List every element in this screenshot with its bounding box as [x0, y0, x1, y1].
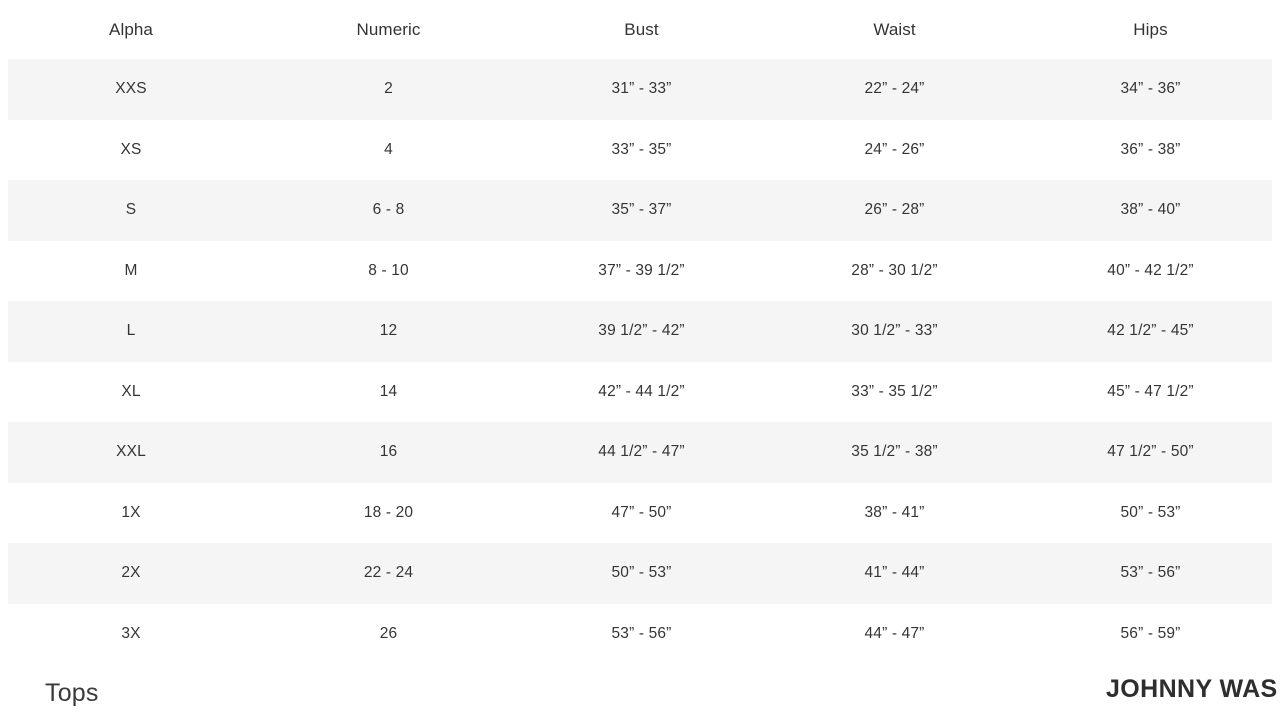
table-header-row: Alpha Numeric Bust Waist Hips: [0, 0, 1280, 59]
cell-hips: 42 1/2” - 45”: [1021, 301, 1280, 362]
column-header-waist: Waist: [768, 0, 1021, 59]
table-row: 3X 26 53” - 56” 44” - 47” 56” - 59”: [0, 604, 1280, 665]
cell-bust: 47” - 50”: [611, 503, 672, 521]
column-header-bust: Bust: [515, 0, 768, 59]
cell-hips: 36” - 38”: [1120, 140, 1181, 158]
size-chart-table: Alpha Numeric Bust Waist Hips XXS 2 31” - 33” 2…: [0, 0, 1280, 664]
table-row: 2X 22 - 24 50” - 53” 41” - 44” 53” - 56”: [0, 543, 1280, 604]
column-header-hips: Hips: [1021, 0, 1280, 59]
cell-hips: 50” - 53”: [1120, 503, 1181, 521]
table-row: XL 14 42” - 44 1/2” 33” - 35 1/2” 45” - 47 1…: [0, 362, 1280, 423]
cell-alpha: M: [124, 261, 138, 279]
cell-waist: 33” - 35 1/2”: [851, 382, 938, 400]
cell-waist: 22” - 24”: [768, 59, 1021, 120]
cell-bust: 50” - 53”: [515, 543, 768, 604]
cell-hips: 56” - 59”: [1120, 624, 1181, 642]
brand-wordmark: JOHNNY WAS: [1106, 675, 1278, 703]
cell-numeric: 8 - 10: [368, 261, 409, 279]
cell-numeric: 4: [384, 140, 393, 158]
cell-numeric: 26: [379, 624, 398, 642]
table-body: XXS 2 31” - 33” 22” - 24” 34” - 36” XS 4 33” - …: [0, 59, 1280, 664]
table-row: XXS 2 31” - 33” 22” - 24” 34” - 36”: [0, 59, 1280, 120]
cell-alpha: S: [0, 180, 262, 241]
cell-waist: 28” - 30 1/2”: [851, 261, 938, 279]
cell-waist: 44” - 47”: [864, 624, 925, 642]
cell-hips: 53” - 56”: [1021, 543, 1280, 604]
cell-hips: 45” - 47 1/2”: [1107, 382, 1194, 400]
cell-waist: 24” - 26”: [864, 140, 925, 158]
cell-alpha: XL: [121, 382, 141, 400]
table-row: M 8 - 10 37” - 39 1/2” 28” - 30 1/2” 40” - 4…: [0, 241, 1280, 302]
table-row: 1X 18 - 20 47” - 50” 38” - 41” 50” - 53”: [0, 483, 1280, 544]
cell-numeric: 14: [379, 382, 398, 400]
cell-bust: 37” - 39 1/2”: [598, 261, 685, 279]
cell-alpha: 3X: [121, 624, 141, 642]
cell-hips: 34” - 36”: [1021, 59, 1280, 120]
cell-waist: 30 1/2” - 33”: [768, 301, 1021, 362]
cell-numeric: 18 - 20: [363, 503, 414, 521]
cell-alpha: L: [0, 301, 262, 362]
cell-bust: 31” - 33”: [515, 59, 768, 120]
cell-alpha: XXL: [0, 422, 262, 483]
cell-hips: 38” - 40”: [1021, 180, 1280, 241]
cell-hips: 47 1/2” - 50”: [1021, 422, 1280, 483]
cell-alpha: XXS: [0, 59, 262, 120]
cell-bust: 35” - 37”: [515, 180, 768, 241]
table-header: Alpha Numeric Bust Waist Hips: [0, 0, 1280, 59]
cell-hips: 40” - 42 1/2”: [1107, 261, 1194, 279]
column-header-numeric: Numeric: [262, 0, 515, 59]
cell-bust: 33” - 35”: [611, 140, 672, 158]
table-row: XXL 16 44 1/2” - 47” 35 1/2” - 38” 47 1/2” -…: [0, 422, 1280, 483]
chart-category-caption: Tops: [45, 679, 99, 707]
cell-numeric: 16: [262, 422, 515, 483]
cell-alpha: XS: [120, 140, 142, 158]
cell-alpha: 1X: [121, 503, 141, 521]
cell-numeric: 2: [262, 59, 515, 120]
table-row: XS 4 33” - 35” 24” - 26” 36” - 38”: [0, 120, 1280, 181]
cell-waist: 26” - 28”: [768, 180, 1021, 241]
cell-alpha: 2X: [0, 543, 262, 604]
cell-bust: 44 1/2” - 47”: [515, 422, 768, 483]
cell-numeric: 22 - 24: [262, 543, 515, 604]
cell-waist: 35 1/2” - 38”: [768, 422, 1021, 483]
cell-numeric: 12: [262, 301, 515, 362]
cell-bust: 42” - 44 1/2”: [598, 382, 685, 400]
cell-bust: 39 1/2” - 42”: [515, 301, 768, 362]
table-row: L 12 39 1/2” - 42” 30 1/2” - 33” 42 1/2” - 4…: [0, 301, 1280, 362]
cell-bust: 53” - 56”: [611, 624, 672, 642]
cell-numeric: 6 - 8: [262, 180, 515, 241]
cell-waist: 41” - 44”: [768, 543, 1021, 604]
column-header-alpha: Alpha: [0, 0, 262, 59]
cell-waist: 38” - 41”: [864, 503, 925, 521]
